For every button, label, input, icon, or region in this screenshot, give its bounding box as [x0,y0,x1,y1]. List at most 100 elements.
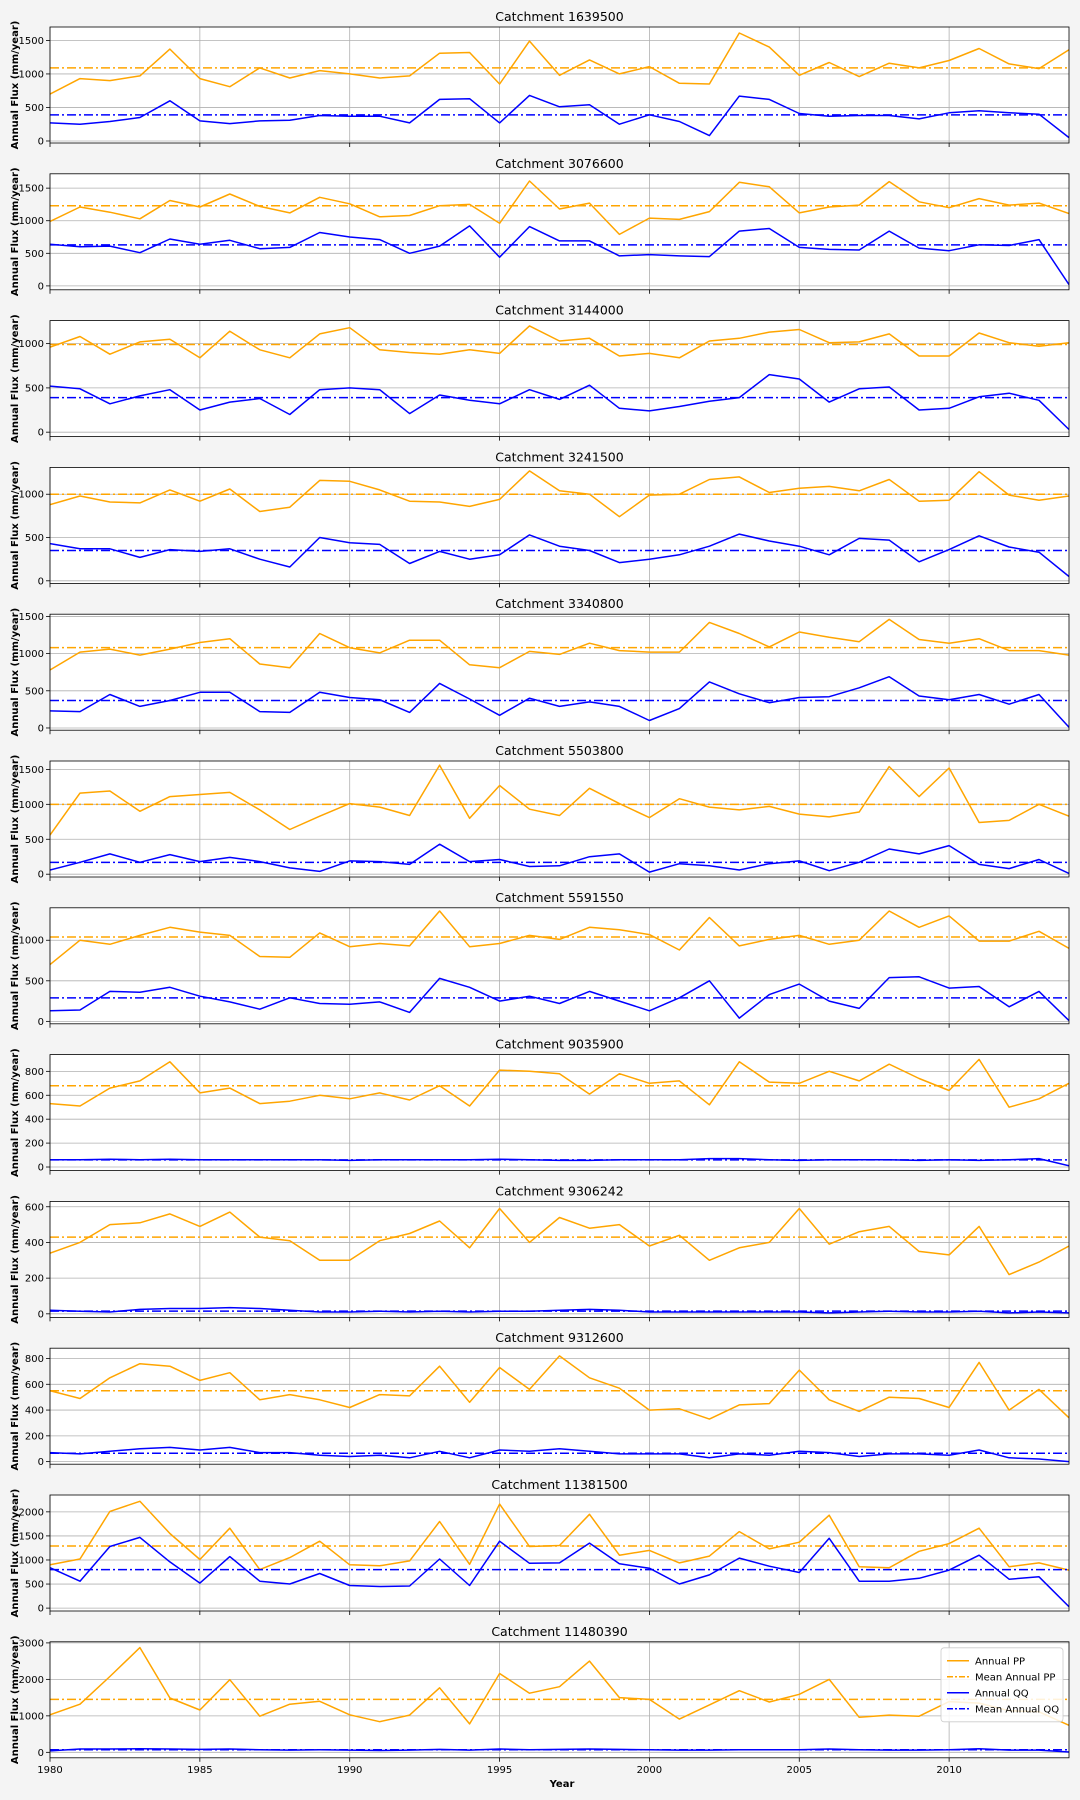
y-tick-label: 0 [38,723,44,734]
y-tick-label: 1000 [19,800,44,811]
y-tick-label: 600 [25,1380,44,1391]
series-line [50,910,1069,966]
y-tick-label: 200 [25,1139,44,1150]
chart-panel: 0 500 1000 1500 Catchment 3076600 Annual Flux… [10,156,1070,296]
axes-frame [49,1054,1070,1171]
series-group [50,1500,1069,1608]
panel-title: Catchment 3241500 [495,449,623,464]
y-tick-label: 1500 [19,612,44,623]
panel-title: Catchment 3076600 [495,156,623,171]
chart-panel: 0 500 1000 1500 Catchment 1639500 Annual Flux… [10,9,1070,150]
y-tick-label: 2000 [19,1507,44,1518]
series-line [50,225,1069,286]
series-group [50,32,1069,139]
y-tick-label: 1000 [19,339,44,350]
series-line [50,1157,1069,1167]
y-tick-label: 500 [25,533,44,544]
x-tick-label: 2010 [936,1765,961,1776]
chart-panel: 0 200 400 600 800 Catchment 9312600 Annual Flu… [10,1330,1070,1471]
y-tick-label: 0 [38,1163,44,1174]
series-group [50,764,1069,875]
chart-panel: 0 1000 2000 3000 1980 1985 1990 1995 2000 2005 201… [10,1624,1070,1776]
y-tick-label: 0 [38,1017,44,1028]
y-tick-label: 400 [25,1238,44,1249]
series-line [50,675,1069,728]
y-axis-label: Annual Flux (mm/year) [10,755,21,884]
y-tick-label: 500 [25,686,44,697]
legend-box [940,1647,1064,1723]
series-line [50,325,1069,359]
plot-area [50,761,1069,877]
y-tick-label: 500 [25,835,44,846]
panel-title: Catchment 11480390 [491,1624,627,1639]
plot-area [50,1201,1069,1318]
series-line [50,618,1069,671]
series-line [50,1355,1069,1420]
axes-frame [49,26,1070,144]
y-tick-label: 1500 [19,765,44,776]
series-line [50,1446,1069,1463]
y-tick-label: 0 [38,1457,44,1468]
series-line [50,94,1069,139]
series-group [50,1355,1069,1463]
series-line [50,1536,1069,1608]
series-line [50,1747,1069,1753]
axes-frame [49,1641,1070,1759]
x-tick-label: 1990 [337,1765,362,1776]
y-axis-label: Annual Flux (mm/year) [10,21,21,150]
legend-label: Mean Annual PP [975,1672,1055,1683]
x-tick-label: 2005 [787,1765,812,1776]
y-tick-label: 1500 [19,36,44,47]
y-tick-label: 1000 [19,69,44,80]
chart-panel: 0 500 1000 Catchment 3144000 Annual Flux (mm… [10,303,1070,443]
y-tick-label: 200 [25,1274,44,1285]
y-tick-label: 0 [38,281,44,292]
series-line [50,533,1069,578]
x-axis-label: Year [549,1779,575,1790]
series-group [50,1207,1069,1314]
plot-area [50,614,1069,731]
y-tick-label: 1000 [19,1555,44,1566]
y-tick-label: 600 [25,1091,44,1102]
plot-area [50,1054,1069,1171]
series-group [50,1058,1069,1167]
y-tick-label: 1000 [19,936,44,947]
axes-frame [49,907,1070,1025]
plot-area [50,173,1069,290]
y-tick-label: 3000 [19,1638,44,1649]
series-group [50,180,1069,286]
axes-frame [49,173,1070,291]
series-line [50,1306,1069,1314]
chart-panel: 0 500 1000 1500 Catchment 3340800 Annual Flux… [10,596,1070,737]
y-tick-label: 400 [25,1115,44,1126]
chart-panel: 0 200 400 600 Catchment 9306242 Annual Flux (… [10,1183,1070,1324]
axes-frame [49,466,1070,584]
y-axis-label: Annual Flux (mm/year) [10,461,21,590]
x-tick-label: 2000 [637,1765,662,1776]
chart-panel: 0 200 400 600 800 Catchment 9035900 Annual Flu… [10,1037,1070,1177]
y-tick-label: 500 [25,976,44,987]
series-group [50,618,1069,728]
axes-frame [49,613,1070,731]
panel-title: Catchment 3340800 [495,596,623,611]
y-axis-label: Annual Flux (mm/year) [10,1048,21,1177]
y-tick-label: 600 [25,1202,44,1213]
panel-title: Catchment 9312600 [495,1330,623,1345]
series-group [50,1646,1069,1753]
chart-panel: 0 500 1000 1500 2000 Catchment 11381500 Annual… [10,1477,1070,1617]
plot-area [50,1495,1069,1611]
series-line [50,32,1069,95]
y-axis-label: Annual Flux (mm/year) [10,314,21,443]
chart-panel: 0 500 1000 Catchment 5591550 Annual Flux (mm… [10,890,1070,1030]
axes-frame [49,1494,1070,1612]
y-tick-label: 0 [38,1748,44,1759]
y-tick-label: 0 [38,1309,44,1320]
y-tick-label: 0 [38,136,44,147]
series-line [50,976,1069,1022]
x-tick-label: 1980 [37,1765,62,1776]
y-axis-label: Annual Flux (mm/year) [10,1195,21,1324]
y-tick-label: 500 [25,249,44,260]
chart-panel: 0 500 1000 Catchment 3241500 Annual Flux (mm… [10,449,1070,590]
series-group [50,910,1069,1022]
